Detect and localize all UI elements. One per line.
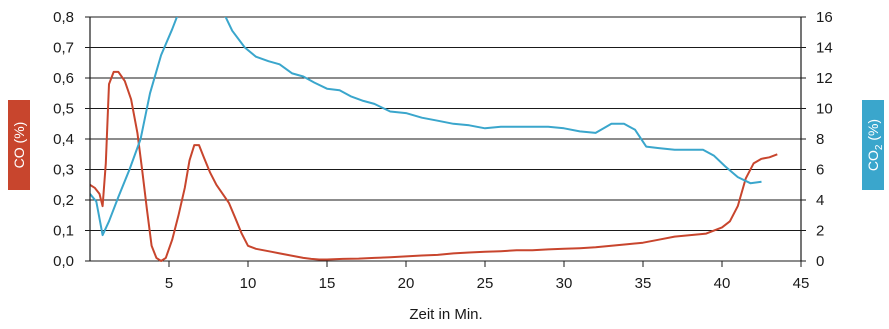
left-tick-label: 0,7 (53, 40, 74, 57)
right-tick-label: 4 (816, 192, 824, 209)
left-axis-label: CO (%) (11, 122, 27, 169)
co2-series-line (90, 17, 762, 237)
left-tick-label: 0,8 (53, 9, 74, 26)
left-axis-badge: CO (%) (8, 100, 30, 190)
chart-axes (85, 16, 806, 267)
right-axis-label: CO2 (%) (865, 119, 885, 171)
left-tick-label: 0,1 (53, 223, 74, 240)
right-tick-label: 8 (816, 131, 824, 148)
x-tick-label: 25 (477, 275, 494, 292)
x-tick-label: 10 (240, 275, 257, 292)
right-tick-label: 14 (816, 40, 833, 57)
x-tick-label: 15 (319, 275, 336, 292)
right-tick-label: 12 (816, 70, 833, 87)
left-tick-label: 0,3 (53, 162, 74, 179)
co-series-line (90, 70, 778, 262)
left-tick-label: 0,5 (53, 101, 74, 118)
right-tick-label: 16 (816, 9, 833, 26)
x-tick-label: 30 (556, 275, 573, 292)
grid-lines (90, 16, 801, 262)
right-tick-label: 6 (816, 162, 824, 179)
right-tick-label: 0 (816, 253, 824, 270)
right-axis-badge-bg (862, 100, 884, 190)
left-tick-label: 0,4 (53, 131, 74, 148)
chart-series (90, 17, 778, 262)
right-tick-label: 2 (816, 223, 824, 240)
x-tick-label: 35 (635, 275, 652, 292)
tick-labels: 0,0 0,1 0,2 0,3 0,4 0,5 0,6 0,7 0,8 0 2 4 6 8 10 12 14 16… (53, 9, 833, 292)
right-axis-label-sub: 2 (874, 144, 885, 150)
left-tick-label: 0,0 (53, 253, 74, 270)
x-axis-label: Zeit in Min. (409, 306, 482, 323)
x-tick-label: 40 (714, 275, 731, 292)
left-axis-badge-bg (8, 100, 30, 190)
right-axis-badge: CO2 (%) (862, 100, 885, 190)
x-tick-label: 20 (398, 275, 415, 292)
right-tick-label: 10 (816, 101, 833, 118)
x-tick-label: 5 (165, 275, 173, 292)
left-tick-label: 0,2 (53, 192, 74, 209)
right-axis-label-end: (%) (865, 119, 881, 145)
left-tick-label: 0,6 (53, 70, 74, 87)
right-axis-label-main: CO (865, 150, 881, 171)
x-tick-label: 45 (793, 275, 810, 292)
